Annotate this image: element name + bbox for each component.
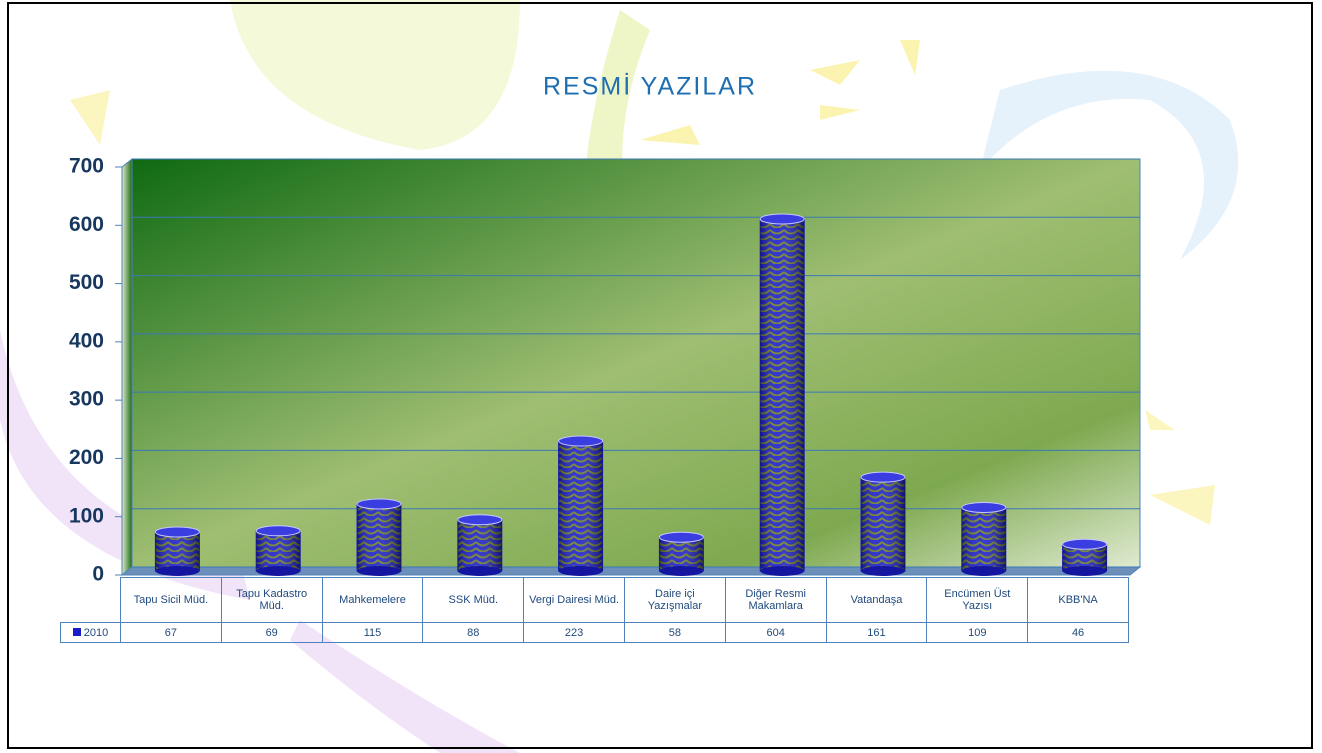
bar-cap xyxy=(658,531,704,543)
y-tick-label: 200 xyxy=(69,446,104,469)
decoration xyxy=(230,0,520,150)
data-label: 88 xyxy=(422,622,525,643)
data-label: 115 xyxy=(321,622,424,643)
bar-shade xyxy=(558,441,603,571)
bar-shade xyxy=(659,537,704,571)
bar-cap xyxy=(759,213,805,225)
data-table: Tapu Sicil Müd. Tapu Kadastro Müd. Mahkeme… xyxy=(60,577,1129,643)
bar-shade xyxy=(155,531,200,571)
x-tick-label: Daire içi Yazışmalar xyxy=(623,577,726,623)
bar-group xyxy=(1062,538,1108,576)
x-tick-label: SSK Müd. xyxy=(422,577,525,623)
x-tick-label: KBB'NA xyxy=(1027,577,1129,623)
bar-group xyxy=(154,526,200,576)
bar-base xyxy=(1062,566,1107,576)
bar-cap xyxy=(1062,538,1108,550)
bar-base xyxy=(357,566,401,576)
data-label: 161 xyxy=(825,622,928,643)
decoration xyxy=(1145,410,1215,525)
bar-base xyxy=(861,566,905,576)
x-tick-label: Tapu Sicil Müd. xyxy=(120,577,222,623)
bar-base xyxy=(558,566,603,576)
y-tick-label: 100 xyxy=(69,504,104,527)
slide-border xyxy=(7,2,1313,749)
bar-base xyxy=(961,566,1006,576)
y-tick-label: 0 xyxy=(92,563,104,586)
bar-base xyxy=(155,566,200,576)
back-wall xyxy=(131,158,1141,568)
bar-base xyxy=(256,566,301,576)
legend-key xyxy=(72,627,81,636)
x-tick-label: Tapu Kadastro Müd. xyxy=(220,577,323,623)
bar-cap xyxy=(860,471,906,483)
data-label: 604 xyxy=(724,622,827,643)
side-wall xyxy=(121,157,133,577)
x-tick-label: Diğer Resmi Makamlara xyxy=(724,577,827,623)
y-tick-label: 600 xyxy=(69,213,104,236)
legend-entry: 2010 xyxy=(60,622,121,643)
legend-label: 2010 xyxy=(83,626,109,639)
bar-cap xyxy=(961,501,1007,513)
decoration xyxy=(70,90,110,145)
data-label: 46 xyxy=(1027,622,1129,643)
decoration xyxy=(290,620,520,753)
bar-shade xyxy=(357,503,401,571)
bar-group xyxy=(860,471,906,576)
bar-group xyxy=(356,498,402,576)
decoration xyxy=(640,40,920,145)
table-corner xyxy=(61,578,121,623)
bar-shade xyxy=(961,507,1006,571)
bar-cap xyxy=(154,526,200,538)
x-tick-label: Mahkemelere xyxy=(321,577,424,623)
bar-base xyxy=(760,566,805,576)
bar-cap xyxy=(558,435,604,447)
bar-shade xyxy=(457,519,502,571)
bar-group xyxy=(255,525,301,576)
y-tick-label: 400 xyxy=(69,329,104,352)
y-tick-label: 700 xyxy=(69,155,104,178)
decoration xyxy=(980,70,1239,260)
x-tick-label: Vergi Dairesi Müd. xyxy=(523,577,625,623)
bar-group xyxy=(961,501,1007,576)
bar-cap xyxy=(356,498,402,510)
bar-base xyxy=(457,566,502,576)
x-tick-label: Vatandaşa xyxy=(825,577,928,623)
y-tick-label: 300 xyxy=(69,388,104,411)
bar-group xyxy=(759,213,805,576)
bar-cap xyxy=(457,514,503,526)
data-label: 223 xyxy=(523,622,625,643)
bar-base xyxy=(659,566,704,576)
bar-shade xyxy=(861,477,905,571)
y-tick-label: 500 xyxy=(69,271,104,294)
data-label: 58 xyxy=(623,622,726,643)
bar-group xyxy=(658,531,704,576)
x-tick-label: Encümen Üst Yazısı xyxy=(926,577,1029,623)
bar-group xyxy=(457,514,503,576)
bar-shade xyxy=(760,218,805,571)
data-label: 67 xyxy=(120,622,222,643)
bar-shade xyxy=(256,530,301,571)
bar-cap xyxy=(255,525,301,537)
bar-group xyxy=(558,435,604,576)
data-label: 69 xyxy=(220,622,323,643)
chart-title: RESMİ YAZILAR xyxy=(543,72,757,101)
data-label: 109 xyxy=(926,622,1029,643)
